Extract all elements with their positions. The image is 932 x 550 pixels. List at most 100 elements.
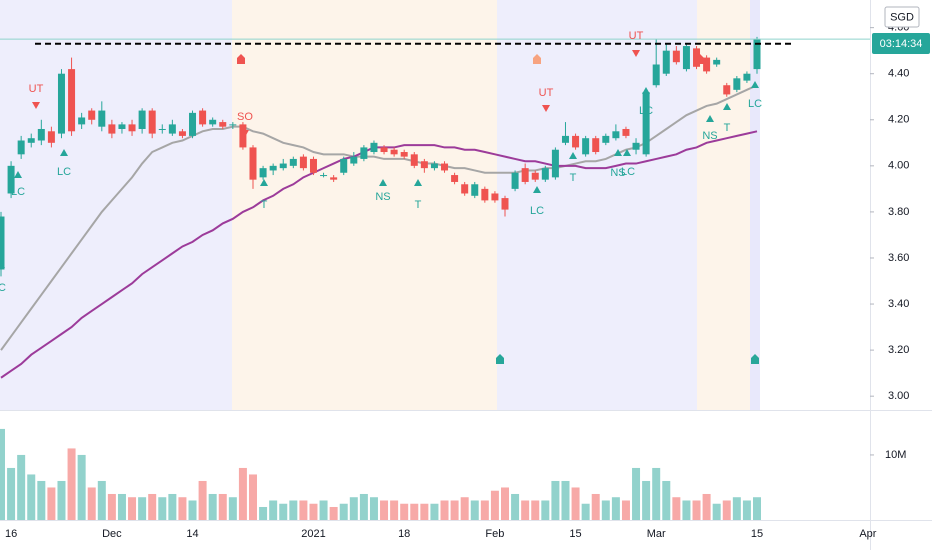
volume-bar	[642, 480, 651, 520]
candle-body	[7, 165, 15, 194]
volume-bar	[632, 467, 641, 520]
volume-bar	[390, 500, 399, 520]
volume-bar	[662, 480, 671, 520]
candle-body	[491, 193, 499, 201]
volume-bar	[47, 487, 56, 520]
candle-body	[37, 128, 45, 141]
volume-bar	[128, 497, 137, 520]
volume-bar	[178, 497, 187, 520]
x-tick-label: Dec	[102, 528, 122, 540]
candle-body	[481, 188, 489, 201]
volume-bar	[753, 497, 761, 520]
x-tick-label: Feb	[485, 528, 504, 540]
candle-body	[189, 112, 197, 136]
candle-body	[471, 184, 479, 196]
candle-body	[57, 73, 65, 134]
volume-bar	[228, 497, 237, 520]
volume-bar	[117, 493, 126, 520]
volume-bar	[97, 480, 106, 520]
candle-body	[400, 152, 408, 157]
annotations: UT LC LC C SO T NS T LC UT T NS LC UT LC…	[0, 30, 762, 364]
session-shading	[0, 0, 760, 410]
y-tick-label: 3.60	[888, 252, 909, 264]
volume-bar	[561, 480, 570, 520]
volume-bar	[490, 490, 499, 520]
volume-bar	[702, 493, 711, 520]
volume-bar	[420, 503, 429, 520]
moving-average	[0, 130, 758, 379]
session-band	[232, 0, 497, 410]
candle-body	[582, 138, 590, 155]
candle-body	[0, 216, 5, 270]
candle-body	[511, 172, 519, 189]
currency-box	[884, 6, 920, 28]
candle-body	[299, 156, 307, 169]
volume-bar	[319, 500, 328, 520]
candle-body	[501, 198, 509, 210]
volume-bar	[440, 500, 449, 520]
signal-arrow	[533, 186, 541, 193]
candle-body	[138, 110, 146, 129]
volume-bar	[57, 480, 66, 520]
candle-body	[340, 158, 348, 173]
candle-body	[551, 149, 559, 178]
candle-body	[350, 156, 358, 164]
volume-bar	[309, 503, 318, 520]
volume-bar	[238, 467, 247, 520]
signal-arrow	[623, 149, 631, 156]
volume-bar	[541, 500, 550, 520]
candle-body	[88, 110, 96, 120]
signal-arrow	[241, 130, 249, 137]
candle-body	[98, 110, 106, 127]
annotation: T	[415, 199, 422, 211]
volume-bar	[37, 480, 46, 520]
volume-bar	[712, 503, 721, 520]
annotation: T	[261, 199, 268, 211]
candle-body	[672, 50, 680, 63]
annotation: T	[570, 172, 577, 184]
signal-arrow	[0, 261, 5, 268]
annotation: UT	[29, 83, 44, 95]
x-tick-label: Mar	[647, 528, 666, 540]
candle-body	[229, 124, 237, 126]
currency: SGD	[890, 11, 914, 23]
volume-bar	[742, 500, 751, 520]
price-axis: 3.003.203.403.603.804.004.204.404.6010M1…	[5, 22, 909, 540]
volume-bar	[501, 487, 509, 520]
annotation: SO	[237, 111, 253, 123]
candle-body	[370, 142, 378, 153]
candle-body	[330, 177, 338, 180]
volume-bar	[198, 480, 207, 520]
candle-body	[652, 64, 660, 86]
countdown: 03:14:34	[880, 38, 923, 50]
volume-bar	[27, 474, 36, 520]
volume-bar	[349, 497, 358, 520]
volume-bar	[138, 497, 147, 520]
annotation: UT	[539, 87, 554, 99]
volume-bar	[17, 454, 26, 520]
candle-body	[642, 92, 650, 155]
candle-body	[269, 165, 277, 171]
volume-bar	[601, 500, 610, 520]
volume-bar	[289, 500, 298, 520]
volume-bar	[430, 503, 439, 520]
candle-body	[723, 85, 731, 95]
annotation: C	[0, 282, 6, 294]
annotation: LC	[639, 105, 653, 117]
candle-body	[420, 161, 428, 169]
signal-arrow	[414, 179, 422, 186]
candle-body	[451, 175, 459, 182]
volume-bar	[7, 467, 16, 520]
signal-arrow	[706, 115, 714, 122]
candle-body	[541, 168, 549, 180]
candle-body	[289, 158, 297, 166]
candle-body	[733, 78, 741, 90]
candle-body	[703, 57, 711, 72]
volume-bar	[359, 493, 368, 520]
signal-arrow	[60, 149, 68, 156]
volume-bar	[581, 503, 590, 520]
candle-body	[612, 131, 620, 139]
volume-bar	[188, 500, 197, 520]
candle-body	[390, 149, 398, 155]
session-band	[750, 0, 760, 410]
